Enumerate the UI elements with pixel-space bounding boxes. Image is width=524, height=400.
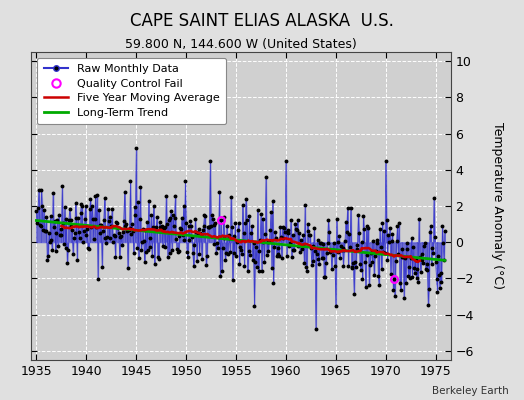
Text: CAPE SAINT ELIAS ALASKA  U.S.: CAPE SAINT ELIAS ALASKA U.S. [130, 12, 394, 30]
Legend: Raw Monthly Data, Quality Control Fail, Five Year Moving Average, Long-Term Tren: Raw Monthly Data, Quality Control Fail, … [37, 58, 226, 124]
Text: Berkeley Earth: Berkeley Earth [432, 386, 508, 396]
Title: 59.800 N, 144.600 W (United States): 59.800 N, 144.600 W (United States) [125, 38, 357, 51]
Y-axis label: Temperature Anomaly (°C): Temperature Anomaly (°C) [490, 122, 504, 290]
